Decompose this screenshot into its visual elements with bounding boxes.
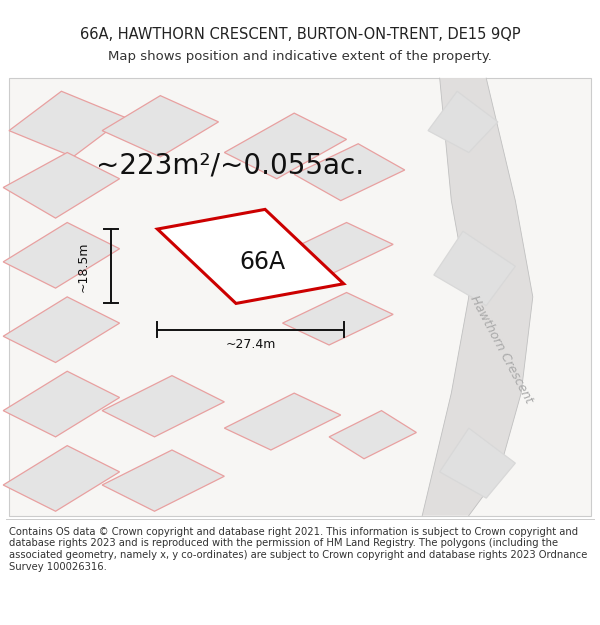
Polygon shape bbox=[283, 222, 393, 275]
Text: ~18.5m: ~18.5m bbox=[77, 241, 90, 291]
Text: 66A, HAWTHORN CRESCENT, BURTON-ON-TRENT, DE15 9QP: 66A, HAWTHORN CRESCENT, BURTON-ON-TRENT,… bbox=[80, 27, 520, 42]
Polygon shape bbox=[3, 222, 119, 288]
Polygon shape bbox=[224, 393, 341, 450]
Polygon shape bbox=[440, 428, 515, 498]
Polygon shape bbox=[422, 78, 533, 516]
Polygon shape bbox=[283, 292, 393, 345]
Text: Map shows position and indicative extent of the property.: Map shows position and indicative extent… bbox=[108, 50, 492, 62]
Polygon shape bbox=[434, 231, 515, 306]
Polygon shape bbox=[224, 113, 347, 179]
Polygon shape bbox=[428, 91, 498, 152]
Text: Contains OS data © Crown copyright and database right 2021. This information is : Contains OS data © Crown copyright and d… bbox=[9, 527, 587, 572]
Polygon shape bbox=[3, 297, 119, 362]
Text: ~223m²/~0.055ac.: ~223m²/~0.055ac. bbox=[96, 152, 364, 179]
Text: Hawthorn Crescent: Hawthorn Crescent bbox=[467, 293, 535, 406]
Text: ~27.4m: ~27.4m bbox=[226, 338, 276, 351]
Text: 66A: 66A bbox=[239, 250, 285, 274]
Polygon shape bbox=[294, 144, 405, 201]
Polygon shape bbox=[3, 371, 119, 437]
Bar bbox=[9, 78, 591, 516]
Polygon shape bbox=[3, 446, 119, 511]
Polygon shape bbox=[102, 96, 218, 157]
Polygon shape bbox=[329, 411, 416, 459]
Polygon shape bbox=[157, 209, 344, 303]
Polygon shape bbox=[102, 450, 224, 511]
Polygon shape bbox=[3, 152, 119, 218]
Polygon shape bbox=[102, 376, 224, 437]
Polygon shape bbox=[9, 91, 125, 157]
